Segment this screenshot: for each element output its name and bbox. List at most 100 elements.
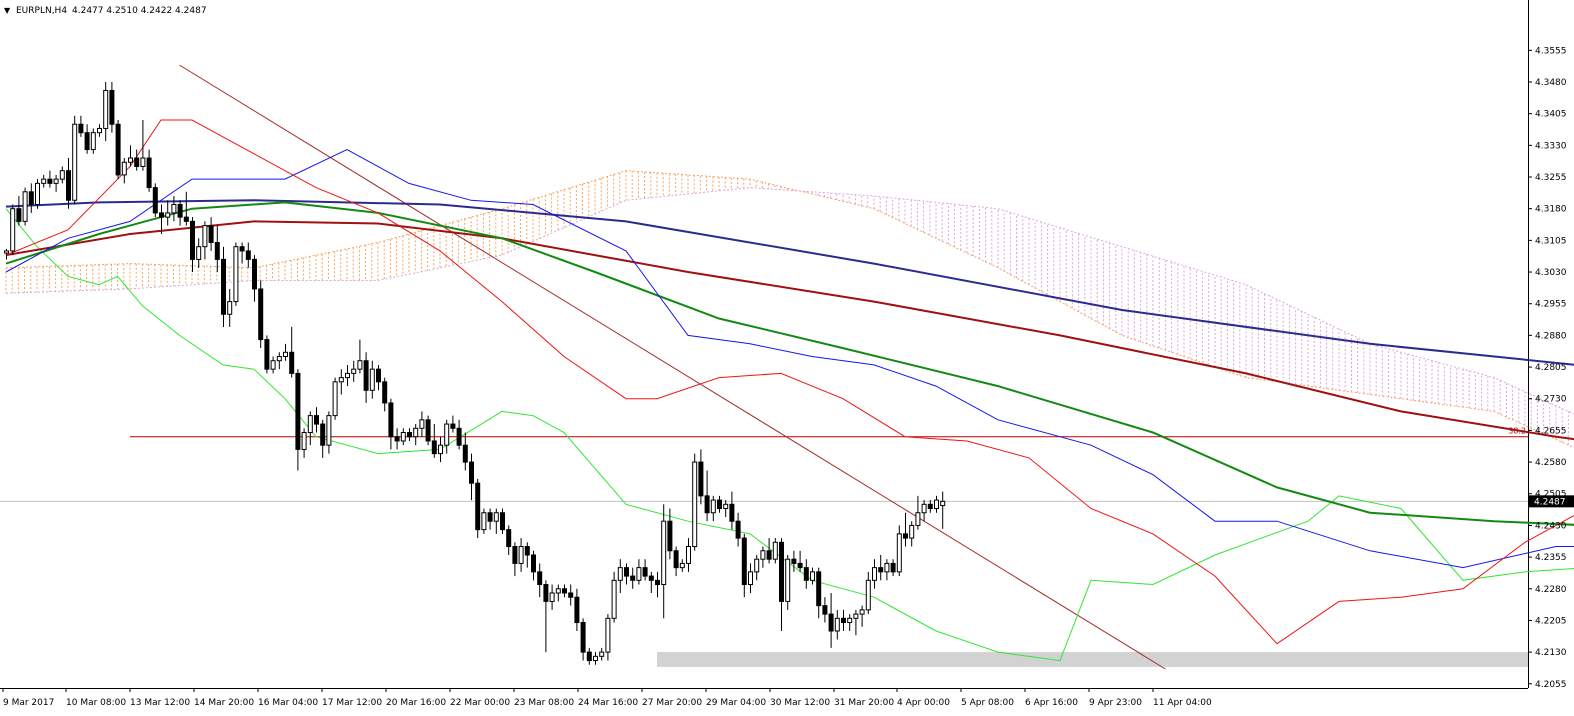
candle-body [692,461,698,548]
candle-body [407,432,412,438]
y-tick-label: 4.3180 [1535,205,1567,215]
y-tick-label: 4.2580 [1535,458,1567,468]
candle-body [766,550,772,560]
candle-body [16,208,22,222]
candle-body [574,596,580,624]
candle-body [59,170,65,180]
candle [307,411,313,446]
candle [431,424,437,458]
candle [407,428,412,441]
candle-body [258,288,264,341]
candle [388,398,394,450]
candle [859,605,865,627]
candle [555,584,561,602]
header-arrow[interactable]: ▼ [4,6,11,15]
candle [289,326,295,378]
candle [574,588,580,631]
candle-body [934,499,939,510]
candle-body [487,512,493,522]
candle [419,411,425,437]
candle [586,647,592,665]
candle-body [78,123,84,134]
candle [53,174,59,192]
y-tick-label: 4.3555 [1535,46,1567,56]
candle-body [909,524,915,539]
candle-body [152,187,158,214]
plot-background [0,0,1528,688]
candle-body [872,567,877,581]
candle [326,411,332,454]
candle-body [128,157,133,163]
candle-body [4,250,9,254]
candle-body [183,216,189,222]
candle-body [363,360,369,391]
candle-body [537,571,543,586]
y-tick-label: 4.2730 [1535,395,1567,405]
candle [655,571,660,598]
candle-body [264,339,270,370]
candle-body [301,432,307,450]
candle-body [518,546,524,564]
candle [276,352,282,370]
candle [605,614,611,661]
candle [239,242,245,264]
candle-body [10,208,16,252]
y-tick-label: 4.3105 [1535,236,1567,246]
candle [500,508,505,534]
candle [779,538,784,631]
candle-body [748,571,753,586]
candle-body [245,250,251,260]
candle-body [580,622,586,653]
candle [128,145,133,167]
x-tick-label: 9 Mar 2017 [3,698,54,708]
candle [258,280,264,349]
candle [934,495,939,513]
candle-body [233,246,239,303]
candle [834,609,840,640]
candle-body [779,541,784,602]
candle-body [549,592,555,602]
candle-body [884,562,890,573]
candle [717,495,722,513]
candle [872,559,877,589]
candle [679,559,685,572]
candle-body [853,613,859,619]
candle-body [741,537,747,586]
candle-body [53,178,59,184]
candle-body [159,212,164,218]
candle [413,424,419,446]
support-zone [657,652,1528,667]
candle-body [227,301,233,315]
candle [295,369,301,471]
candle [704,470,710,522]
candle-body [903,533,908,539]
candle [791,550,797,572]
candle [890,559,896,577]
candle [549,584,555,610]
candle-body [72,123,78,201]
candle-body [345,372,350,379]
candle-body [847,617,853,624]
candle [301,428,307,458]
x-tick-label: 4 Apr 00:00 [897,698,950,708]
candle-body [190,220,195,260]
candle [828,592,834,648]
candle [221,246,226,327]
candle [735,512,741,547]
y-tick-label: 4.2655 [1535,426,1567,436]
candle-body [841,617,846,624]
candle [475,478,481,539]
candle-body [295,372,301,450]
candle-body [289,351,295,374]
candle-body [506,529,512,548]
candle-body [388,402,394,438]
candle-body [642,567,648,577]
candle-body [252,258,257,290]
candle-body [760,550,766,560]
y-tick-label: 4.2430 [1535,521,1567,531]
candle [97,124,102,137]
candle [617,559,623,593]
candle [66,158,71,209]
